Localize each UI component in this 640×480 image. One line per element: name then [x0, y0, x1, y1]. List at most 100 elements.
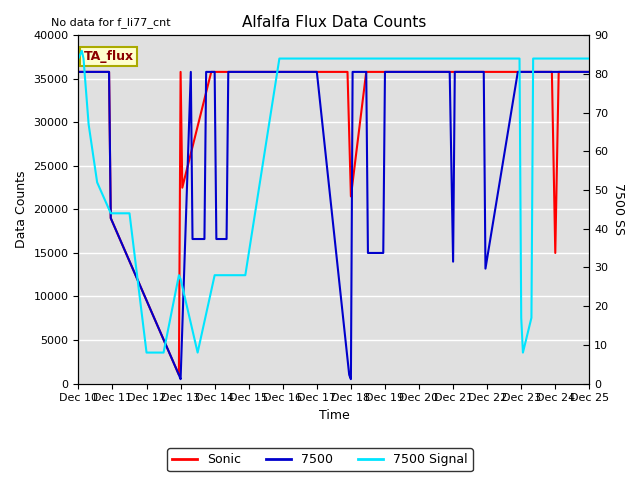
- Sonic: [381, 69, 389, 75]
- 7500 Signal: [125, 210, 133, 216]
- 7500: [225, 69, 232, 75]
- 7500: [364, 250, 372, 256]
- Sonic: [214, 69, 222, 75]
- 7500 Signal: [105, 206, 113, 212]
- 7500 Signal: [483, 56, 491, 61]
- Y-axis label: 7500 SS: 7500 SS: [612, 183, 625, 235]
- 7500: [548, 69, 556, 75]
- Sonic: [344, 69, 351, 75]
- 7500 Signal: [296, 56, 303, 61]
- Sonic: [75, 69, 83, 75]
- 7500: [517, 69, 525, 75]
- Title: Alfalfa Flux Data Counts: Alfalfa Flux Data Counts: [242, 15, 426, 30]
- Y-axis label: Data Counts: Data Counts: [15, 171, 28, 248]
- Sonic: [412, 69, 419, 75]
- Line: 7500 Signal: 7500 Signal: [79, 51, 589, 353]
- 7500 Signal: [75, 56, 83, 61]
- 7500: [362, 69, 370, 75]
- 7500 Signal: [175, 272, 183, 278]
- 7500 Signal: [500, 56, 508, 61]
- 7500 Signal: [553, 56, 561, 61]
- 7500 Signal: [211, 272, 218, 278]
- 7500 Signal: [160, 350, 168, 356]
- Sonic: [362, 69, 370, 75]
- 7500: [482, 266, 490, 272]
- 7500 Signal: [514, 56, 522, 61]
- 7500 Signal: [313, 56, 321, 61]
- Text: No data for f_li77_cnt: No data for f_li77_cnt: [51, 17, 171, 28]
- Sonic: [279, 69, 287, 75]
- 7500 Signal: [78, 48, 86, 54]
- 7500 Signal: [467, 56, 474, 61]
- 7500 Signal: [107, 210, 115, 216]
- 7500 Signal: [449, 56, 457, 61]
- 7500: [313, 69, 321, 75]
- Sonic: [378, 69, 385, 75]
- Sonic: [517, 69, 525, 75]
- Line: Sonic: Sonic: [79, 72, 589, 375]
- 7500: [380, 250, 387, 256]
- 7500 Signal: [364, 56, 372, 61]
- Sonic: [552, 250, 559, 256]
- Sonic: [276, 69, 284, 75]
- Sonic: [207, 69, 215, 75]
- Sonic: [347, 193, 355, 199]
- Sonic: [364, 69, 372, 75]
- Sonic: [313, 69, 321, 75]
- 7500: [175, 372, 183, 378]
- 7500: [241, 69, 249, 75]
- 7500 Signal: [548, 56, 556, 61]
- 7500: [279, 69, 287, 75]
- 7500 Signal: [516, 56, 524, 61]
- 7500: [202, 69, 210, 75]
- Sonic: [175, 372, 183, 378]
- 7500 Signal: [381, 56, 389, 61]
- 7500: [514, 69, 522, 75]
- 7500: [451, 69, 459, 75]
- 7500: [200, 236, 208, 242]
- Sonic: [586, 69, 593, 75]
- 7500: [105, 69, 113, 75]
- 7500: [586, 69, 593, 75]
- 7500 Signal: [330, 56, 338, 61]
- 7500 Signal: [519, 350, 527, 356]
- 7500 Signal: [527, 315, 535, 321]
- 7500: [446, 69, 454, 75]
- 7500: [310, 69, 317, 75]
- 7500: [223, 236, 230, 242]
- Sonic: [415, 69, 423, 75]
- 7500 Signal: [241, 272, 249, 278]
- 7500 Signal: [84, 121, 92, 127]
- X-axis label: Time: Time: [319, 409, 349, 422]
- 7500 Signal: [586, 56, 593, 61]
- 7500: [212, 236, 220, 242]
- 7500 Signal: [517, 315, 525, 321]
- Sonic: [514, 69, 522, 75]
- Sonic: [107, 215, 115, 221]
- 7500 Signal: [415, 56, 423, 61]
- 7500 Signal: [93, 180, 101, 185]
- 7500: [349, 69, 356, 75]
- 7500: [276, 69, 284, 75]
- 7500: [107, 215, 115, 221]
- 7500: [189, 236, 196, 242]
- 7500 Signal: [279, 56, 287, 61]
- Sonic: [177, 69, 184, 75]
- 7500: [381, 69, 389, 75]
- 7500: [346, 372, 353, 378]
- 7500: [480, 69, 488, 75]
- 7500: [243, 69, 251, 75]
- 7500 Signal: [529, 56, 537, 61]
- Sonic: [310, 69, 317, 75]
- 7500 Signal: [347, 56, 355, 61]
- Line: 7500: 7500: [79, 72, 589, 379]
- 7500: [211, 69, 218, 75]
- 7500 Signal: [143, 350, 150, 356]
- Legend: Sonic, 7500, 7500 Signal: Sonic, 7500, 7500 Signal: [167, 448, 473, 471]
- Sonic: [555, 69, 563, 75]
- 7500 Signal: [432, 56, 440, 61]
- 7500: [187, 69, 195, 75]
- 7500: [75, 69, 83, 75]
- 7500 Signal: [177, 276, 184, 282]
- 7500 Signal: [378, 56, 385, 61]
